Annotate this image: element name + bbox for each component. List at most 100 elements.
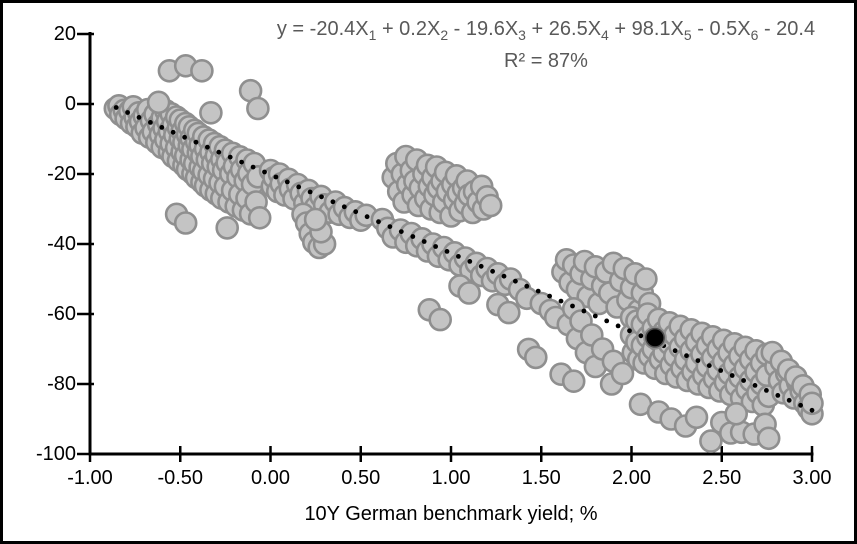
trendline-dot <box>319 194 324 200</box>
data-point <box>247 206 272 230</box>
data-point <box>457 281 481 305</box>
trendline-dot <box>376 219 381 225</box>
trendline-dot <box>353 209 359 215</box>
trendline-dot <box>627 328 632 334</box>
trendline-dot <box>684 353 689 359</box>
data-point <box>246 96 270 121</box>
x-tick-label: 1.00 <box>431 467 471 489</box>
trendline-dot <box>456 254 461 259</box>
trendline-dot <box>433 244 438 249</box>
trendline-dot <box>170 129 176 135</box>
x-tick-label: 0.50 <box>341 467 381 489</box>
data-point <box>610 361 635 386</box>
trendline-dot <box>798 402 803 408</box>
x-tick-label: 2.00 <box>612 467 651 489</box>
trendline-dot <box>125 110 130 115</box>
r-squared-label: R² = 87% <box>504 50 588 72</box>
y-tick-label: -40 <box>47 233 76 255</box>
trendline-dot <box>262 169 267 175</box>
data-point <box>684 405 709 430</box>
y-tick-label: -60 <box>47 303 76 325</box>
data-point <box>496 300 521 325</box>
trendline-dot <box>398 229 404 235</box>
data-point <box>478 193 503 218</box>
trendline-dot <box>547 293 552 299</box>
trendline-dot <box>581 308 587 314</box>
trendline-dot <box>638 333 644 339</box>
trendline-dot <box>205 144 210 150</box>
trendline-dot <box>296 184 302 190</box>
highlighted-point <box>645 327 665 348</box>
trendline-dot <box>148 120 153 125</box>
trendline <box>113 105 815 413</box>
data-point <box>428 307 453 332</box>
trendline-dot <box>490 268 495 274</box>
x-axis-title: 10Y German benchmark yield; % <box>304 503 598 525</box>
trendline-dot <box>775 393 781 398</box>
data-point <box>190 59 214 83</box>
trendline-dot <box>535 288 541 294</box>
y-tick-label: 0 <box>64 93 76 115</box>
x-tick-label: 3.00 <box>792 467 832 489</box>
trendline-dot <box>307 189 313 195</box>
x-tick-label: -0.50 <box>157 467 204 489</box>
trendline-dot <box>227 154 233 160</box>
trendline-dot <box>273 174 279 180</box>
trendline-dot <box>216 149 222 155</box>
trendline-dot <box>159 125 165 130</box>
y-tick-label: -20 <box>47 163 76 185</box>
trendline-dot <box>387 224 393 230</box>
data-point <box>561 369 586 394</box>
trendline-dot <box>615 323 621 329</box>
data-point <box>756 426 781 451</box>
trendline-dot <box>410 234 416 239</box>
trendline-dot <box>741 378 746 383</box>
axis-ticks <box>77 32 814 462</box>
data-point <box>724 401 749 426</box>
data-point <box>699 429 723 453</box>
trendline-dot <box>113 105 119 110</box>
scatter-points <box>103 54 824 453</box>
trendline-dot <box>695 358 701 363</box>
trendline-dot <box>524 283 530 289</box>
data-point <box>303 207 328 232</box>
trendline-dot <box>570 303 575 309</box>
trendline-dot <box>193 139 199 145</box>
trendline-dot <box>764 388 769 393</box>
trendline-dot <box>558 298 564 304</box>
trendline-dot <box>364 214 370 220</box>
trendline-dot <box>239 159 245 165</box>
data-point <box>634 267 658 291</box>
y-tick-label: -100 <box>35 443 76 465</box>
data-point <box>523 345 548 370</box>
trendline-dot <box>672 348 678 354</box>
trendline-dot <box>513 278 518 284</box>
x-tick-label: 2.50 <box>702 467 742 489</box>
chart-title: y = -20.4X1 + 0.2X2 - 19.6X3 + 26.5X4 + … <box>236 16 856 74</box>
trendline-dot <box>444 249 450 254</box>
trendline-dot <box>341 204 347 210</box>
trendline-dot <box>604 318 610 324</box>
trendline-dot <box>182 134 188 140</box>
x-tick-label: 1.50 <box>521 467 561 489</box>
trendline-dot <box>706 363 712 368</box>
data-point <box>199 101 223 125</box>
trendline-dot <box>330 199 336 205</box>
x-tick-label: -1.00 <box>67 467 113 489</box>
trendline-dot <box>786 397 792 403</box>
data-point <box>215 216 239 240</box>
y-tick-label: 20 <box>53 23 76 45</box>
trendline-dot <box>467 259 473 264</box>
trendline-dot <box>729 373 735 378</box>
trendline-dot <box>809 407 815 413</box>
trendline-dot <box>136 115 142 120</box>
x-tick-label: 0.00 <box>251 467 290 489</box>
trendline-dot <box>284 179 290 185</box>
trendline-dot <box>592 313 598 319</box>
trendline-dot <box>752 383 758 388</box>
trendline-dot <box>250 164 256 170</box>
trendline-dot <box>478 263 484 269</box>
regression-equation: y = -20.4X1 + 0.2X2 - 19.6X3 + 26.5X4 + … <box>276 18 816 43</box>
data-point <box>146 90 171 115</box>
